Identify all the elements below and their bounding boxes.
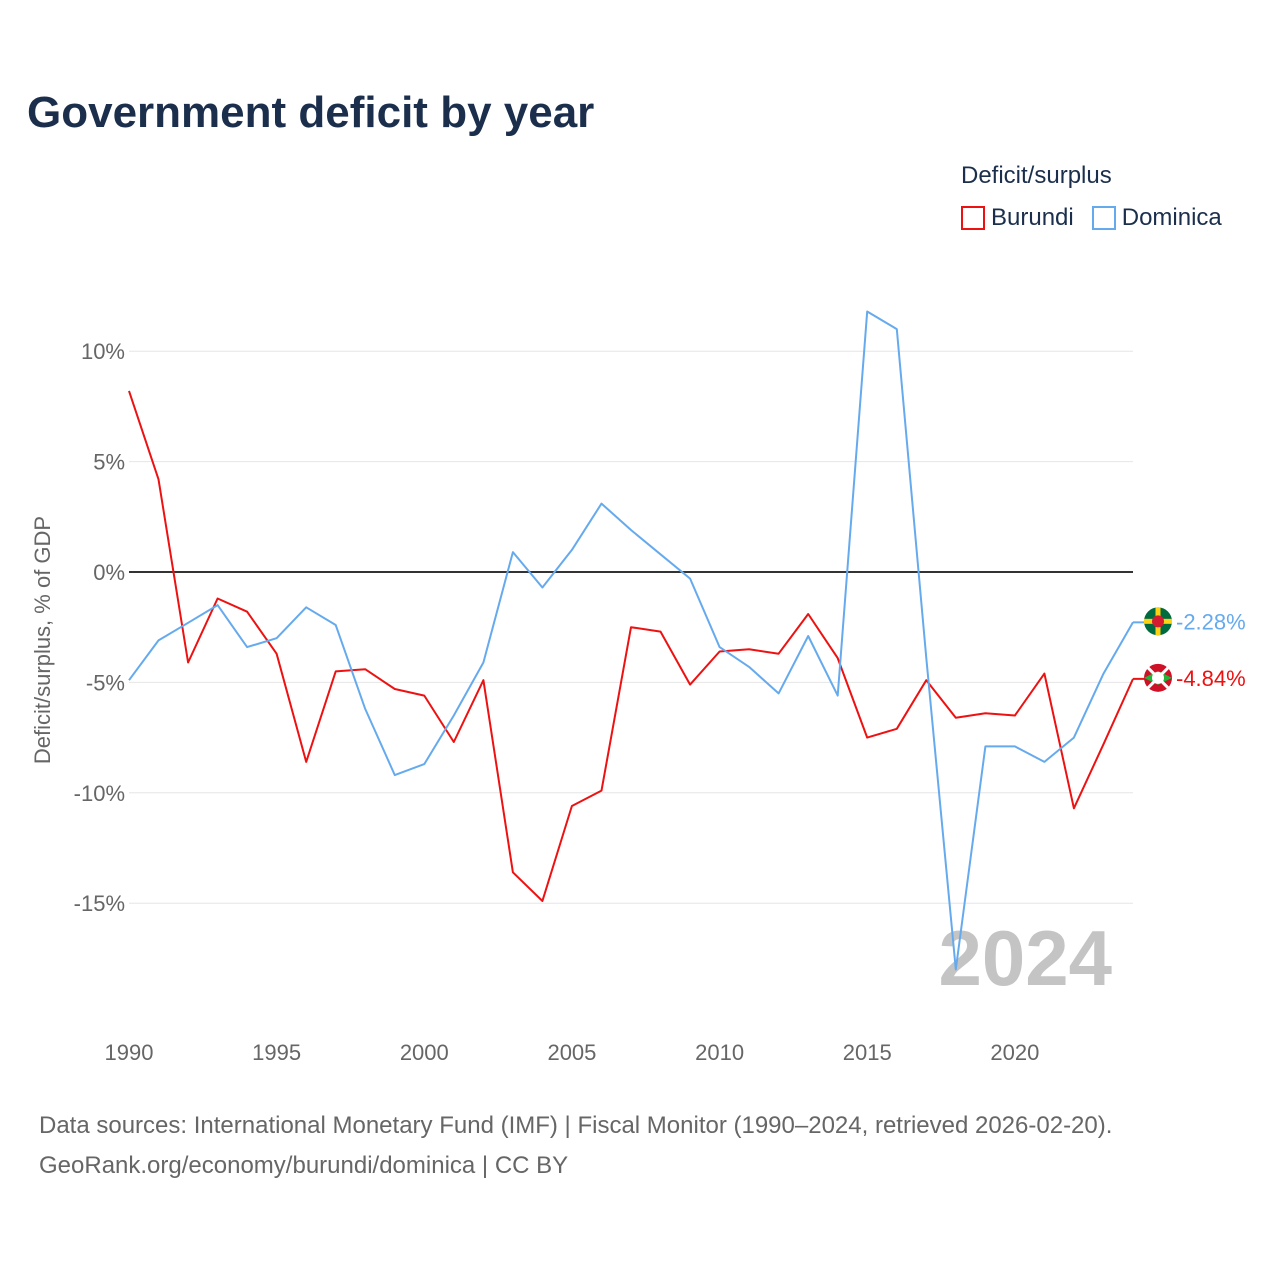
year-watermark: 2024: [938, 914, 1112, 1002]
series-lines: [128, 310, 1134, 971]
legend-item-burundi[interactable]: Burundi: [961, 204, 1074, 232]
x-tick-label: 1995: [252, 1040, 301, 1065]
x-tick-label: 1990: [105, 1040, 154, 1065]
burundi-flag-icon: [1144, 663, 1172, 692]
end-value-label-dominica: -2.28%: [1176, 609, 1246, 634]
x-axis-ticks: 1990 1995 2000 2005 2010 2015 2020: [105, 1040, 1040, 1065]
end-value-label-burundi: -4.84%: [1176, 666, 1246, 691]
x-tick-label: 2000: [400, 1040, 449, 1065]
dominica-flag-icon: [1144, 607, 1172, 636]
y-tick-label: 0%: [93, 560, 125, 585]
y-tick-label: 5%: [93, 450, 125, 475]
series-line-burundi: [128, 390, 1134, 902]
legend-item-dominica[interactable]: Dominica: [1091, 204, 1222, 232]
y-tick-label: -15%: [74, 891, 125, 916]
x-tick-label: 2015: [843, 1040, 892, 1065]
y-axis-ticks: 10% 5% 0% -5% -10% -15%: [74, 339, 125, 916]
x-tick-label: 2005: [547, 1040, 596, 1065]
sources-line-2[interactable]: GeoRank.org/economy/burundi/dominica | C…: [39, 1152, 569, 1179]
y-axis-label: Deficit/surplus, % of GDP: [30, 516, 55, 764]
legend-title: Deficit/surplus: [961, 162, 1112, 189]
legend-swatch-dominica: [1091, 206, 1116, 230]
y-tick-label: 10%: [81, 339, 125, 364]
end-markers: -4.84% -2.28%: [1133, 607, 1246, 692]
x-tick-label: 2020: [990, 1040, 1039, 1065]
data-sources: Data sources: International Monetary Fun…: [39, 1106, 1112, 1186]
grid-lines: [129, 350, 1133, 904]
legend-label-dominica: Dominica: [1121, 204, 1222, 231]
y-tick-label: -10%: [74, 781, 125, 806]
series-line-dominica: [128, 310, 1134, 971]
legend-swatch-burundi: [961, 206, 985, 230]
y-tick-label: -5%: [86, 670, 125, 695]
legend-label-burundi: Burundi: [991, 204, 1074, 231]
page-title: Government deficit by year: [27, 88, 595, 137]
sources-line-1: Data sources: International Monetary Fun…: [39, 1112, 1113, 1139]
x-tick-label: 2010: [695, 1040, 744, 1065]
legend: Burundi Dominica: [961, 204, 1240, 232]
